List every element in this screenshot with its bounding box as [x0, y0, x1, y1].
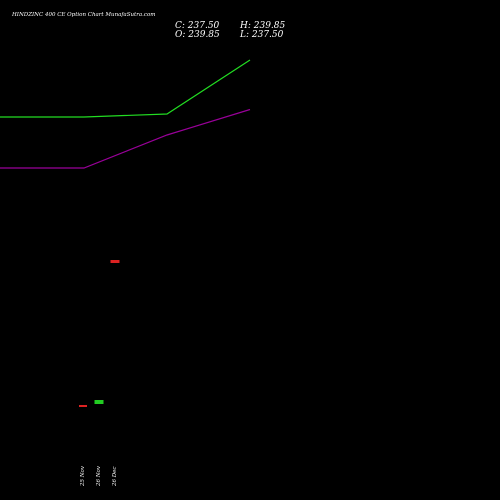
series-line-green — [0, 59, 251, 118]
candle-1 — [79, 405, 87, 407]
low-value: L: 237.50 — [240, 30, 284, 40]
x-tick-label: 26 Dec — [112, 466, 118, 487]
close-value: C: 237.50 — [175, 21, 220, 31]
indicator-lines — [0, 59, 251, 169]
candle-2 — [94, 400, 104, 404]
x-tick-label: 25 Nov — [80, 466, 86, 486]
x-tick-label: 26 Nov — [96, 466, 102, 486]
chart-title: HINDZINC 400 CE Option Chart MunafaSutra… — [12, 12, 156, 18]
candle-3 — [110, 260, 120, 263]
candles — [79, 260, 120, 407]
series-line-purple — [0, 108, 251, 169]
high-value: H: 239.85 — [240, 21, 286, 31]
open-value: O: 239.85 — [175, 30, 220, 40]
